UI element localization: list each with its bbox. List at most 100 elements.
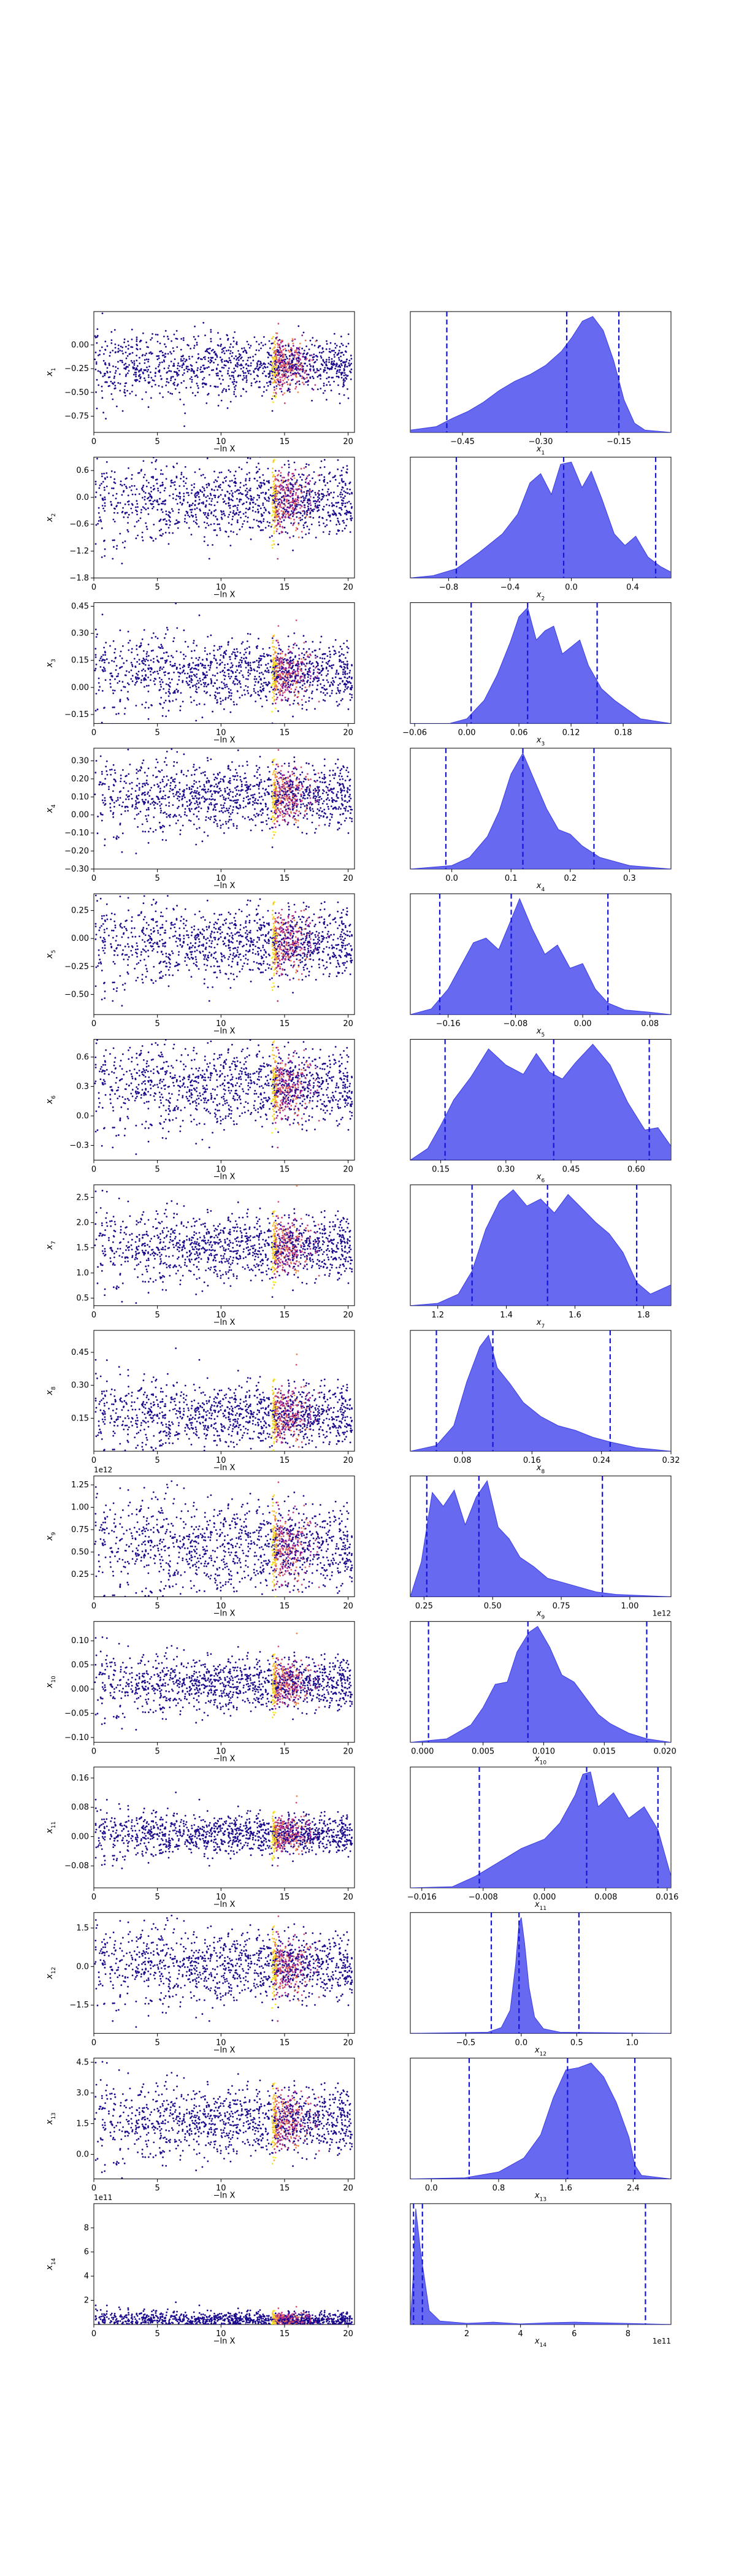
scatter-point: [307, 481, 310, 484]
scatter-point: [340, 699, 342, 702]
scatter-point: [280, 358, 282, 360]
scatter-point: [229, 359, 231, 361]
scatter-point: [303, 695, 305, 697]
scatter-point: [335, 345, 338, 347]
density-area: [410, 607, 671, 724]
scatter-point: [326, 491, 329, 493]
scatter-point: [229, 656, 231, 658]
scatter-point: [282, 526, 284, 529]
scatter-point: [124, 674, 126, 677]
scatter-point: [246, 461, 248, 464]
scatter-point: [343, 663, 345, 665]
scatter-point: [321, 498, 323, 500]
scatter-point: [139, 810, 142, 813]
scatter-point: [262, 648, 264, 650]
scatter-point: [174, 664, 176, 667]
scatter-point: [274, 508, 277, 511]
scatter-point: [346, 640, 348, 642]
scatter-point: [296, 479, 298, 481]
scatter-point: [282, 348, 285, 351]
scatter-point: [296, 380, 299, 383]
scatter-point: [142, 460, 145, 462]
scatter-point: [294, 688, 297, 691]
scatter-point: [165, 651, 167, 654]
scatter-point: [342, 383, 345, 385]
scatter-point: [228, 807, 231, 810]
scatter-point: [257, 681, 259, 684]
scatter-point: [182, 666, 184, 669]
scatter-point: [267, 681, 270, 683]
scatter-point: [239, 354, 242, 356]
scatter-point: [113, 381, 116, 383]
scatter-point: [104, 679, 107, 681]
scatter-point: [124, 503, 126, 505]
scatter-point: [165, 513, 167, 515]
scatter-point: [326, 377, 328, 380]
scatter-point: [335, 375, 338, 378]
scatter-point: [281, 502, 283, 504]
scatter-point: [305, 533, 307, 535]
scatter-point: [243, 375, 245, 377]
scatter-point: [150, 351, 152, 353]
scatter-point: [177, 527, 179, 529]
scatter-point: [207, 810, 209, 813]
scatter-point: [286, 377, 288, 378]
scatter-point: [152, 540, 155, 542]
scatter-point: [139, 663, 140, 665]
scatter-point: [320, 691, 322, 693]
scatter-point: [121, 359, 123, 362]
scatter-point: [342, 673, 344, 675]
scatter-point: [159, 534, 161, 537]
scatter-point: [217, 476, 220, 478]
scatter-point: [292, 370, 294, 372]
scatter-point: [320, 357, 323, 359]
scatter-point: [292, 524, 294, 526]
scatter-point: [123, 713, 126, 715]
scatter-point: [204, 513, 206, 516]
scatter-point: [190, 669, 191, 671]
scatter-point: [194, 375, 196, 377]
scatter-point: [147, 677, 150, 678]
scatter-point: [347, 397, 350, 399]
scatter-point: [95, 692, 98, 695]
scatter-point: [251, 510, 254, 512]
scatter-point: [96, 378, 98, 381]
scatter-point: [101, 660, 103, 662]
scatter-point: [313, 345, 316, 347]
scatter-point: [296, 819, 297, 821]
scatter-point: [351, 517, 353, 519]
scatter-point: [119, 359, 121, 362]
scatter-point: [239, 486, 242, 488]
scatter-point: [253, 688, 255, 690]
scatter-point: [101, 527, 103, 529]
scatter-point: [185, 482, 187, 485]
scatter-point: [112, 365, 114, 367]
scatter-point: [126, 697, 129, 699]
scatter-point: [282, 659, 285, 661]
scatter-point: [117, 512, 119, 514]
scatter-point: [170, 361, 172, 362]
scatter-point: [145, 653, 148, 655]
scatter-point: [295, 375, 297, 377]
scatter-point: [233, 367, 236, 370]
scatter-point: [272, 518, 274, 521]
scatter-point: [258, 637, 259, 640]
x-tick-label: 0.06: [510, 729, 528, 738]
scatter-point: [180, 381, 183, 384]
scatter-point: [285, 531, 287, 533]
scatter-point: [228, 388, 230, 391]
scatter-point: [185, 386, 188, 389]
scatter-point: [219, 486, 221, 489]
scatter-point: [312, 366, 315, 368]
scatter-point: [268, 497, 270, 500]
scatter-point: [290, 374, 292, 377]
scatter-point: [205, 780, 208, 783]
scatter-point: [258, 675, 261, 678]
scatter-point: [350, 358, 353, 360]
scatter-point: [321, 669, 323, 672]
scatter-point: [278, 384, 281, 386]
scatter-point: [167, 514, 169, 516]
scatter-point: [280, 350, 283, 352]
scatter-point: [278, 690, 281, 692]
